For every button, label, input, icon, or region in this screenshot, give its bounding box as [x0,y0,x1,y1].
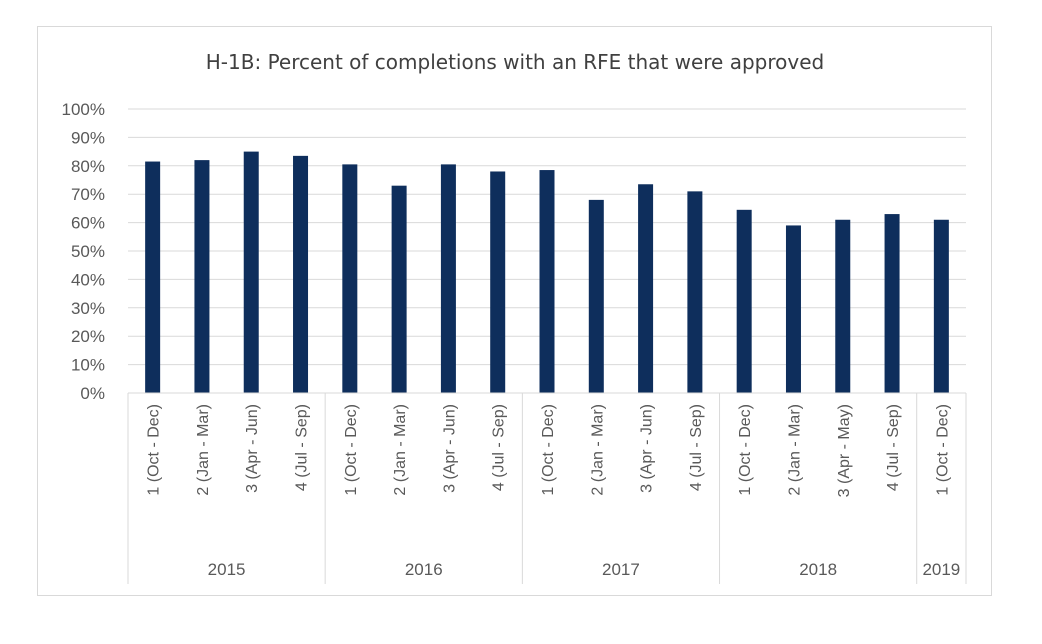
x-group-label: 2019 [922,560,960,579]
x-category-label: 2 (Jan - Mar) [589,404,606,496]
x-category-label: 1 (Oct - Dec) [934,404,951,496]
y-tick-label: 60% [71,214,105,233]
bar [835,219,851,393]
x-category-label: 4 (Jul - Sep) [491,404,508,491]
y-tick-label: 50% [71,242,105,261]
bar [391,185,407,393]
bar [638,184,654,393]
bar [785,225,801,393]
x-category-label: 1 (Oct - Dec) [146,404,163,496]
x-category-label: 1 (Oct - Dec) [737,404,754,496]
y-axis-ticks: 0% 10% 20% 30% 40% 50% 60% 70% 80% 90% 100% [62,100,105,403]
bar [588,199,604,393]
bar [687,191,703,393]
y-tick-label: 80% [71,157,105,176]
y-tick-label: 10% [71,356,105,375]
bar [440,164,456,393]
y-tick-label: 90% [71,128,105,147]
bar [342,164,358,393]
x-category-label: 2 (Jan - Mar) [195,404,212,496]
y-tick-label: 0% [80,384,105,403]
x-category-label: 3 (Apr - Jun) [441,404,458,493]
x-category-label: 3 (Apr - May) [836,404,853,497]
bar [145,161,161,393]
y-tick-label: 100% [62,100,105,119]
bar [293,155,309,393]
x-category-label: 4 (Jul - Sep) [688,404,705,491]
bar [243,151,259,393]
x-category-label: 4 (Jul - Sep) [885,404,902,491]
x-category-label: 2 (Jan - Mar) [786,404,803,496]
y-tick-label: 30% [71,299,105,318]
chart-title: H-1B: Percent of completions with an RFE… [206,50,824,74]
bar [736,209,752,393]
x-group-label: 2015 [208,560,246,579]
x-category-label: 1 (Oct - Dec) [343,404,360,496]
x-category-label: 4 (Jul - Sep) [294,404,311,491]
bars [145,151,949,393]
bar [539,170,555,393]
y-tick-label: 40% [71,270,105,289]
x-group-label: 2018 [799,560,837,579]
bar [884,214,900,393]
x-axis: 1 (Oct - Dec) 2 (Jan - Mar) 3 (Apr - Jun) 4… [127,392,967,584]
x-group-label: 2016 [405,560,443,579]
x-category-label: 1 (Oct - Dec) [540,404,557,496]
y-tick-label: 70% [71,185,105,204]
x-category-label: 3 (Apr - Jun) [639,404,656,493]
x-group-label: 2017 [602,560,640,579]
x-category-label: 2 (Jan - Mar) [392,404,409,496]
bar [933,219,949,393]
bar [490,171,506,393]
y-tick-label: 20% [71,327,105,346]
bar [194,160,210,393]
x-category-label: 3 (Apr - Jun) [244,404,261,493]
